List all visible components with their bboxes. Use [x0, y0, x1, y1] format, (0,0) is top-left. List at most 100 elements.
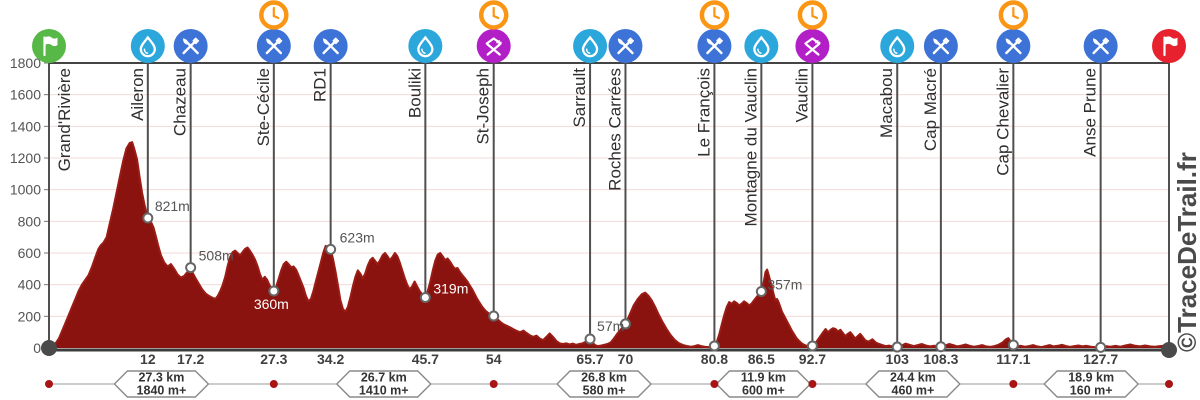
- checkpoint-label: Cap Chevalier: [993, 68, 1012, 176]
- checkpoint-label: Montagne du Vauclin: [741, 68, 760, 226]
- clock-icon[interactable]: [797, 0, 828, 30]
- checkpoint-dot: [1007, 339, 1019, 351]
- segment-boundary-dot: [710, 380, 719, 388]
- checkpoint-dot: [325, 243, 337, 255]
- segment-elevation-gain: 580 m+: [583, 384, 626, 398]
- checkpoint-name-labels: Grand'Rivière Aileron Chazeau Ste-Cécile RD1…: [55, 68, 1100, 227]
- water-icon[interactable]: [408, 29, 443, 63]
- km-tick-label: 65.7: [576, 351, 603, 367]
- segment-boundary-dot: [269, 380, 278, 388]
- water-icon[interactable]: [573, 29, 608, 63]
- food-icon[interactable]: [1083, 29, 1118, 63]
- segment-elevation-gain: 160 m+: [1070, 384, 1113, 398]
- segment-distance: 24.4 km: [890, 371, 936, 385]
- water-icon[interactable]: [744, 29, 779, 63]
- segment-elevation-gain: 460 m+: [892, 384, 935, 398]
- food-icon[interactable]: [996, 29, 1031, 63]
- segment-distance: 27.3 km: [138, 371, 184, 385]
- water-icon[interactable]: [880, 29, 915, 63]
- checkpoint-label: Cap Macré: [921, 68, 940, 151]
- y-axis-labels: 0 200 400 600 800 1000 1200 1400 1600 1800: [10, 55, 49, 356]
- clock-icon[interactable]: [478, 0, 509, 30]
- segment-boundary-dot: [808, 380, 817, 388]
- checkpoint-label: Bouliki: [405, 68, 424, 118]
- elevation-value-label: 357m: [767, 276, 802, 292]
- elevation-value-label: 319m: [433, 280, 468, 296]
- checkpoint-label: Anse Prune: [1081, 68, 1100, 157]
- elevation-area: [48, 141, 1170, 349]
- elevation-outline: [48, 141, 1170, 349]
- checkpoint-label: St-Joseph: [474, 68, 493, 145]
- segment-elevation-gain: 600 m+: [742, 384, 785, 398]
- checkpoint-label: Macabou: [877, 68, 896, 138]
- y-tick-label: 400: [18, 277, 42, 293]
- checkpoint-dot: [935, 341, 947, 353]
- elevation-value-label: 360m: [254, 296, 289, 312]
- km-tick-label: 103: [886, 351, 910, 367]
- checkpoint-dot: [488, 310, 500, 322]
- y-tick-label: 1600: [10, 87, 41, 103]
- elevation-value-labels: 821m 508m 360m 623m 319m 57m 357m: [155, 198, 803, 334]
- segment-boundary-dot: [1165, 380, 1173, 388]
- start-icon[interactable]: [32, 29, 66, 63]
- km-tick-label: 70: [618, 351, 634, 367]
- checkpoint-label: RD1: [311, 68, 330, 102]
- food-icon[interactable]: [923, 29, 958, 63]
- km-tick-label: 45.7: [412, 351, 439, 367]
- food-icon[interactable]: [608, 29, 643, 63]
- checkpoint-icons: [32, 0, 1186, 63]
- segment-boundary-dot: [1009, 380, 1018, 388]
- checkpoint-dot: [1095, 341, 1107, 353]
- elevation-value-label: 508m: [199, 248, 234, 264]
- elevation-value-label: 57m: [597, 318, 624, 334]
- finish-icon[interactable]: [1152, 29, 1186, 63]
- food-icon[interactable]: [697, 29, 732, 63]
- checkpoint-dot: [806, 340, 818, 352]
- segment-boundary-dot: [45, 380, 53, 388]
- elevation-fill: [49, 142, 1169, 348]
- segment-boundary-dot: [489, 380, 498, 388]
- km-tick-label: 34.2: [317, 351, 344, 367]
- km-tick-labels: 12 17.2 27.3 34.2 45.7 54 65.7 70 80.8 86.5 92.7 10…: [140, 351, 1118, 367]
- axis-lines: [44, 62, 1173, 352]
- clock-icon[interactable]: [259, 0, 289, 30]
- food-icon[interactable]: [173, 29, 208, 63]
- checkpoint-dot: [708, 340, 720, 352]
- checkpoint-label: Sarrault: [570, 68, 589, 128]
- food-icon[interactable]: [313, 29, 348, 63]
- km-tick-label: 80.8: [701, 351, 728, 367]
- km-tick-label: 127.7: [1083, 351, 1118, 367]
- y-tick-label: 200: [18, 308, 42, 324]
- ravito-icon[interactable]: [795, 29, 830, 63]
- checkpoint-dot: [185, 262, 197, 274]
- elevation-value-label: 623m: [340, 229, 375, 245]
- segment-distance: 26.7 km: [361, 371, 407, 385]
- segment-distance: 18.9 km: [1068, 371, 1114, 385]
- checkpoint-dot: [268, 285, 280, 297]
- clock-icon[interactable]: [998, 0, 1029, 30]
- checkpoint-label: Le François: [694, 68, 713, 157]
- checkpoint-dot: [619, 318, 631, 330]
- km-tick-label: 117.1: [996, 351, 1030, 367]
- y-tick-label: 0: [33, 340, 41, 356]
- clock-icon[interactable]: [699, 0, 730, 30]
- food-icon[interactable]: [256, 29, 291, 63]
- checkpoint-label: Aileron: [128, 68, 147, 121]
- km-tick-label: 108.3: [923, 351, 958, 367]
- checkpoint-label: Chazeau: [171, 68, 190, 136]
- km-tick-label: 54: [486, 351, 502, 367]
- checkpoint-dot: [584, 333, 596, 345]
- checkpoint-label: Grand'Rivière: [55, 68, 74, 171]
- checkpoint-dot: [419, 291, 431, 303]
- y-tick-label: 600: [18, 245, 42, 261]
- checkpoint-label: Roches Carrées: [605, 68, 624, 191]
- water-icon[interactable]: [130, 29, 165, 63]
- ravito-icon[interactable]: [476, 29, 511, 63]
